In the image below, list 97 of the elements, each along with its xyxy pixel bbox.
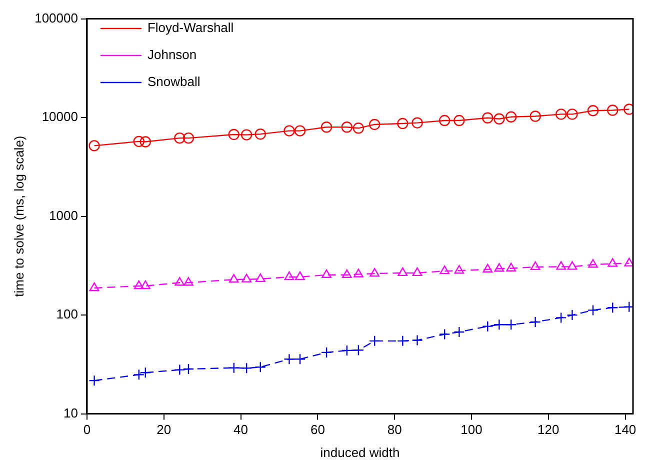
point (608, 258, 618, 267)
point (555, 312, 567, 324)
y-tick-label: 10 (64, 405, 78, 420)
point (228, 128, 240, 140)
x-tick-label: 80 (387, 422, 402, 438)
point (174, 364, 186, 376)
point (506, 319, 517, 330)
y-axis-title: time to solve (ms, log scale) (11, 136, 26, 297)
point (255, 273, 266, 282)
point (134, 280, 144, 290)
point (494, 319, 505, 330)
x-tick-label: 140 (614, 422, 636, 438)
x-tick-label: 120 (538, 422, 560, 438)
point (133, 136, 144, 148)
point (228, 274, 239, 283)
x-tick-label: 60 (310, 422, 325, 438)
point (440, 265, 450, 274)
point (133, 369, 144, 380)
point (454, 114, 465, 126)
point (254, 362, 266, 373)
y-tick-label: 10000 (42, 109, 78, 124)
point (494, 113, 505, 124)
point (412, 117, 423, 128)
point (352, 344, 364, 356)
point (354, 268, 364, 278)
point (398, 267, 408, 276)
point (184, 277, 194, 286)
point (174, 132, 186, 144)
point (342, 269, 352, 278)
point (482, 112, 494, 124)
point (174, 277, 185, 286)
point (530, 110, 541, 122)
point (254, 128, 266, 140)
point (438, 328, 450, 340)
point (320, 346, 332, 358)
point (369, 335, 380, 347)
x-tick-label: 100 (460, 422, 482, 438)
point (506, 262, 516, 272)
point (88, 374, 100, 386)
point (567, 261, 578, 270)
point (587, 304, 599, 316)
point (322, 269, 332, 278)
point (588, 259, 598, 268)
point (412, 334, 423, 346)
point (506, 111, 517, 123)
point (140, 136, 152, 148)
legend-label: Snowball (147, 74, 200, 90)
point (587, 105, 599, 116)
point (494, 263, 504, 272)
point (295, 271, 305, 280)
point (454, 264, 464, 274)
point (341, 344, 353, 356)
point (454, 326, 465, 338)
point (284, 125, 295, 136)
point (294, 354, 306, 365)
y-tick-label: 100000 (34, 10, 78, 26)
point (240, 129, 252, 140)
point (530, 316, 541, 328)
point (624, 258, 633, 266)
y-tick-label: 100 (56, 306, 78, 322)
point (89, 282, 100, 292)
point (140, 280, 150, 290)
point (284, 271, 294, 280)
point (566, 309, 578, 321)
point (88, 140, 100, 152)
point (607, 302, 618, 314)
point (341, 122, 353, 133)
point (284, 354, 295, 365)
point (320, 122, 332, 133)
point (607, 104, 618, 116)
point (294, 125, 306, 136)
point (530, 261, 540, 270)
y-tick-label: 1000 (49, 208, 78, 223)
legend-label: Floyd-Warshall (147, 20, 234, 36)
x-tick-label: 40 (234, 422, 248, 438)
x-axis-title: induced width (320, 444, 400, 460)
point (555, 108, 567, 120)
point (182, 363, 194, 375)
point (228, 362, 240, 374)
point (412, 267, 422, 276)
x-tick-label: 20 (156, 422, 172, 438)
point (397, 118, 408, 130)
point (369, 118, 380, 130)
point (182, 132, 194, 144)
point (556, 261, 566, 270)
point (140, 367, 152, 378)
x-tick-label: 0 (83, 422, 91, 438)
point (438, 114, 450, 126)
point (242, 274, 252, 282)
point (482, 264, 493, 272)
point (240, 362, 252, 374)
point (397, 335, 408, 347)
legend-label: Johnson (147, 47, 197, 62)
point (482, 320, 494, 332)
point (352, 122, 364, 134)
point (370, 268, 380, 277)
point (566, 108, 578, 120)
